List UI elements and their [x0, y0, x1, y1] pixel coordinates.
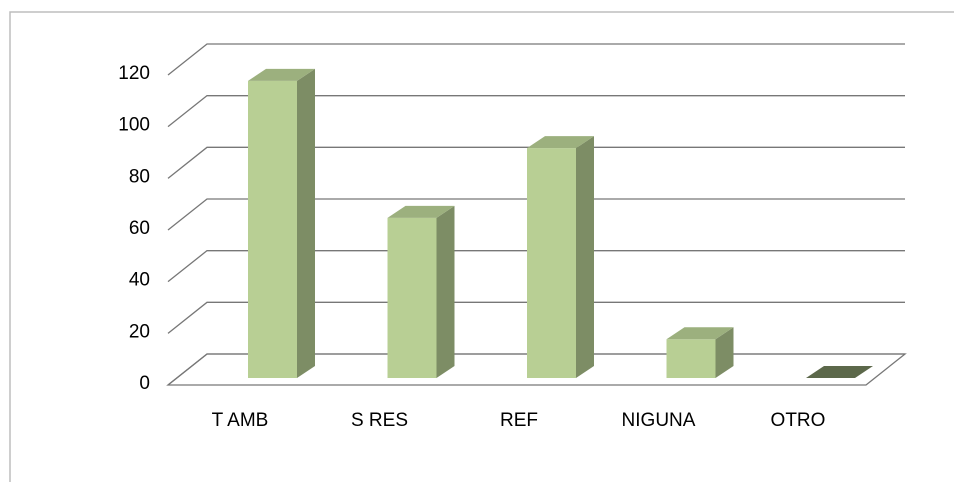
bar-top: [666, 327, 734, 340]
y-tick-label: 100: [118, 115, 150, 136]
grid-line: [167, 95, 905, 128]
x-tick-label: OTRO: [771, 410, 826, 431]
y-tick-label: 120: [118, 63, 150, 84]
y-tick-label: 60: [129, 218, 150, 239]
y-tick-label: 80: [129, 166, 150, 187]
bar-side: [576, 136, 594, 378]
bar-top: [387, 205, 455, 218]
bar: [527, 136, 594, 378]
bar-front: [527, 148, 576, 378]
chart-border: [9, 11, 954, 482]
bar-top: [248, 68, 315, 81]
y-tick-label: 20: [129, 321, 150, 342]
x-tick-label: S RES: [351, 410, 408, 431]
grid-line: [167, 43, 905, 76]
y-tick-label: 40: [129, 270, 150, 291]
x-tick-label: NIGUNA: [622, 410, 696, 431]
bar-front: [666, 339, 716, 378]
y-tick-label: 0: [139, 373, 150, 394]
bar: [248, 68, 315, 379]
x-tick-label: T AMB: [212, 410, 269, 431]
bar: [387, 205, 455, 378]
grid-line: [167, 250, 905, 283]
bar-side: [436, 205, 455, 378]
x-tick-label: REF: [500, 410, 538, 431]
bar-side: [715, 327, 734, 378]
bar-side: [297, 68, 315, 379]
grid-line: [167, 146, 905, 179]
bar-front: [387, 217, 437, 378]
bar: [806, 366, 873, 378]
grid-line: [167, 301, 905, 334]
bar-front: [248, 80, 297, 379]
bar-top: [806, 366, 873, 378]
grid-line: [167, 198, 905, 231]
bar: [666, 327, 734, 378]
bar-top: [527, 136, 594, 149]
